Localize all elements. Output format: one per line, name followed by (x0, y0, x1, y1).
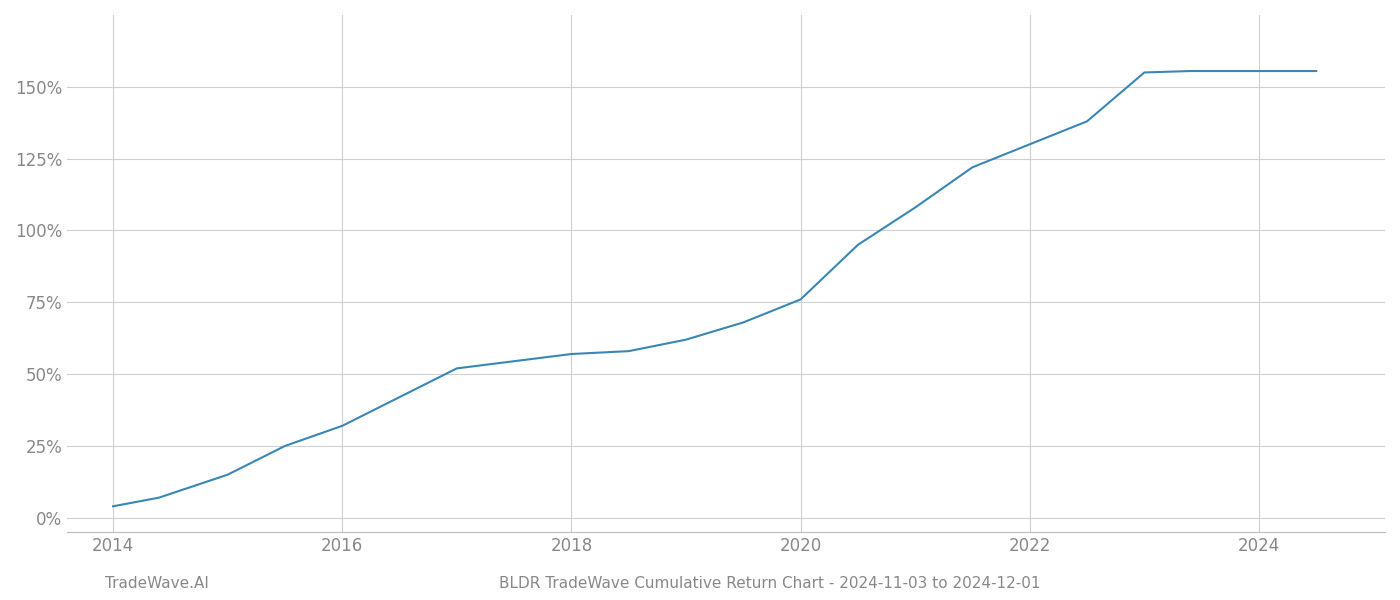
Text: BLDR TradeWave Cumulative Return Chart - 2024-11-03 to 2024-12-01: BLDR TradeWave Cumulative Return Chart -… (500, 576, 1040, 591)
Text: TradeWave.AI: TradeWave.AI (105, 576, 209, 591)
